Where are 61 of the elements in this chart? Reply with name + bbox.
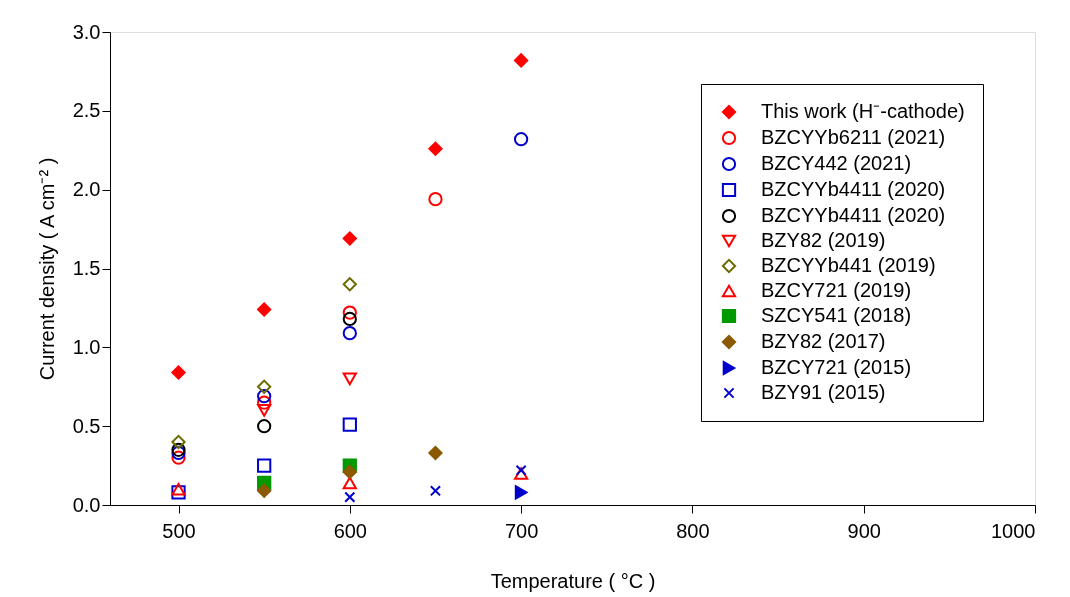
- legend-label: BZCYYb441 (2019): [761, 254, 936, 276]
- y-tick-label: 1.5: [72, 257, 101, 279]
- y-tick-label: 0.0: [72, 493, 101, 516]
- point: [257, 395, 272, 410]
- x-tick-label: 700: [504, 519, 539, 542]
- point: [428, 192, 443, 207]
- legend-label: BZY82 (2017): [761, 330, 886, 352]
- legend-label: BZY82 (2019): [761, 229, 886, 251]
- point: [257, 404, 272, 417]
- point: [171, 485, 186, 500]
- point: [171, 450, 186, 465]
- point: [257, 302, 272, 317]
- x-tick-label: 500: [162, 519, 196, 542]
- point: [342, 231, 357, 246]
- point: [344, 491, 356, 503]
- x-axis-title: Temperature ( °C ): [490, 569, 656, 592]
- y-axis-title: Current density ( A cm⁻² ): [35, 157, 58, 381]
- legend-label: This work (H⁻-cathode): [761, 100, 965, 122]
- legend-label: BZCY721 (2019): [761, 279, 912, 301]
- legend-label: SZCY541 (2018): [761, 304, 912, 326]
- point: [342, 464, 357, 480]
- point: [171, 442, 186, 457]
- point: [513, 467, 529, 480]
- legend-label: BZCY721 (2015): [761, 356, 912, 378]
- y-tick-label: 1.0: [72, 335, 101, 358]
- point: [342, 372, 357, 386]
- y-tick-label: 2.0: [72, 178, 101, 201]
- point: [514, 485, 528, 500]
- point: [171, 365, 186, 380]
- y-tick-label: 3.0: [72, 20, 101, 43]
- point: [513, 132, 529, 147]
- point: [342, 326, 357, 341]
- legend-label: BZCYYb4411 (2020): [761, 204, 946, 226]
- legend-label: BZCYYb4411 (2020): [761, 178, 946, 200]
- x-tick-label: 1000: [991, 519, 1036, 542]
- point: [429, 485, 442, 497]
- point: [257, 419, 272, 434]
- point: [515, 464, 527, 476]
- y-tick-label: 2.5: [72, 99, 101, 122]
- x-tick-label: 900: [847, 519, 881, 542]
- point: [257, 458, 272, 473]
- point: [342, 311, 357, 327]
- point: [342, 417, 357, 432]
- point: [171, 482, 186, 496]
- point: [513, 53, 529, 68]
- point: [171, 445, 186, 461]
- y-tick-label: 0.5: [72, 414, 101, 437]
- point: [342, 305, 357, 320]
- legend-label: BZY91 (2015): [761, 381, 886, 403]
- point: [257, 483, 272, 498]
- point: [428, 141, 443, 156]
- point: [428, 445, 443, 461]
- point: [257, 389, 272, 404]
- point: [171, 434, 186, 450]
- x-tick-label: 600: [333, 519, 367, 542]
- legend-label: BZCY442 (2021): [761, 152, 912, 174]
- legend-label: BZCYYb6211 (2021): [761, 126, 946, 148]
- point: [257, 379, 272, 394]
- point: [342, 476, 357, 490]
- x-tick-label: 800: [676, 519, 710, 542]
- point: [342, 277, 357, 292]
